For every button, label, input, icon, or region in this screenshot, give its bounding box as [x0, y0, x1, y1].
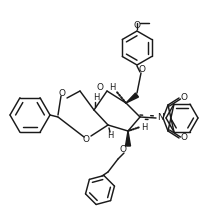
Text: O: O: [138, 65, 146, 75]
Text: H: H: [107, 131, 113, 140]
Text: H: H: [109, 82, 115, 92]
Text: O: O: [58, 90, 66, 99]
Text: O: O: [180, 133, 188, 143]
Text: H: H: [141, 123, 147, 131]
Text: N: N: [157, 114, 163, 123]
Text: O: O: [134, 22, 140, 31]
Polygon shape: [126, 131, 130, 146]
Text: O: O: [120, 145, 127, 155]
Text: O: O: [180, 94, 188, 102]
Text: H: H: [93, 94, 99, 102]
Text: O: O: [83, 136, 90, 145]
Polygon shape: [126, 93, 138, 103]
Text: O: O: [96, 83, 104, 92]
